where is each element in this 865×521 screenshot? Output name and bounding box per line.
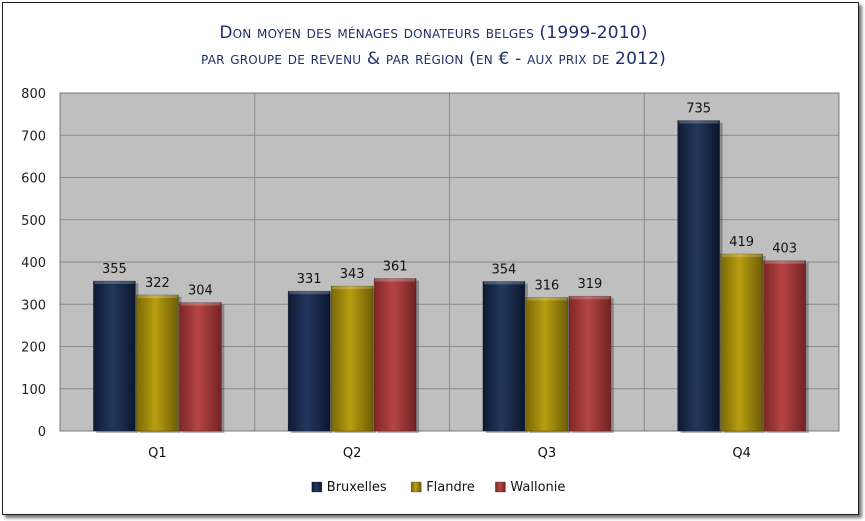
legend-swatch-wallonie	[495, 481, 506, 493]
bar-bruxelles	[482, 281, 526, 432]
legend-label: Bruxelles	[327, 480, 387, 495]
bar-highlight	[94, 281, 135, 285]
y-tick-label: 0	[38, 425, 46, 440]
bar-highlight	[526, 297, 567, 301]
bar-bruxelles	[93, 280, 136, 432]
bar-highlight	[180, 302, 221, 306]
bar-highlight	[137, 294, 178, 298]
y-tick-label: 100	[21, 383, 46, 398]
data-label: 304	[188, 284, 213, 299]
data-label: 331	[297, 272, 322, 287]
data-label: 322	[145, 276, 170, 291]
bar-flandre	[720, 253, 763, 432]
y-tick-label: 300	[21, 298, 46, 313]
x-tick-label: Q2	[343, 446, 362, 461]
bar-highlight	[569, 296, 610, 300]
bar-flandre	[330, 285, 374, 432]
bar-wallonie	[373, 278, 417, 432]
bar-highlight	[332, 286, 373, 290]
data-label: 403	[772, 242, 797, 257]
data-label: 419	[729, 235, 754, 250]
bar-bruxelles	[677, 120, 720, 432]
legend-swatch-flandre	[410, 481, 422, 493]
bar-highlight	[483, 281, 524, 285]
x-tick-label: Q3	[538, 446, 557, 461]
data-label: 319	[577, 277, 602, 292]
chart-title: Don moyen des ménages donateurs belges (…	[219, 23, 648, 43]
y-tick-label: 700	[21, 129, 46, 144]
y-tick-label: 200	[21, 341, 46, 356]
legend-label: Wallonie	[510, 480, 565, 495]
x-tick-label: Q4	[732, 446, 751, 461]
data-label: 354	[491, 262, 516, 277]
bar-chart: 0 100 200 300 400 500 600 700 800 355 322 304 Q1 331 3…	[21, 87, 840, 495]
chart-subtitle: par groupe de revenu & par région (en € …	[201, 49, 666, 69]
x-tick-label: Q1	[148, 446, 167, 461]
bar-highlight	[764, 260, 805, 264]
bar-highlight	[678, 120, 719, 124]
y-tick-label: 800	[21, 87, 46, 102]
y-tick-label: 400	[21, 256, 46, 271]
bar-flandre	[136, 294, 179, 432]
bar-wallonie	[568, 295, 612, 432]
chart-frame: Don moyen des ménages donateurs belges (…	[2, 2, 859, 515]
bar-highlight	[375, 278, 416, 282]
bar-flandre	[525, 297, 569, 432]
data-label: 343	[340, 267, 365, 282]
data-label: 361	[383, 259, 408, 274]
bar-bruxelles	[287, 290, 331, 432]
bar-wallonie	[763, 260, 806, 432]
plot-border	[59, 92, 840, 432]
data-label: 316	[534, 278, 559, 293]
bar-highlight	[721, 253, 762, 257]
bar-highlight	[289, 291, 330, 295]
y-tick-label: 500	[21, 214, 46, 229]
data-label: 735	[686, 101, 711, 116]
data-label: 355	[102, 262, 127, 277]
legend-label: Flandre	[426, 480, 475, 495]
legend-swatch-bruxelles	[311, 481, 323, 493]
bar-wallonie	[179, 302, 222, 432]
y-tick-label: 600	[21, 172, 46, 187]
